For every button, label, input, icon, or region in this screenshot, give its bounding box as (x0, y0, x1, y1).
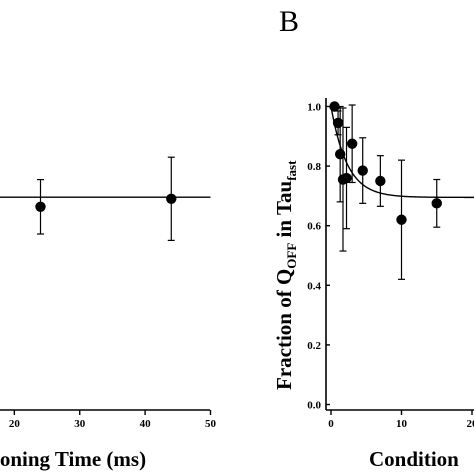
panel-a: 20 30 40 50 ioning Time (ms) (0, 156, 217, 471)
panel-b-data-point (334, 148, 346, 160)
panel-b-ticks: 0.0 0.2 0.4 0.6 0.8 1.0 0 10 20 (307, 102, 474, 431)
panel-b-label: B (279, 5, 299, 38)
panel-b-y-tick-label: 0.8 (307, 161, 321, 173)
panel-b: B 0.0 0.2 0.4 0.6 0.8 1.0 0 10 20 Fraction of QO… (272, 5, 474, 471)
panel-b-points (329, 101, 442, 280)
panel-b-y-tick-label: 0.4 (307, 280, 321, 292)
panel-a-data-point (166, 193, 177, 204)
panel-b-data-point (375, 175, 386, 187)
panel-b-data-point (396, 214, 407, 225)
panel-a-points (35, 156, 177, 241)
panel-b-x-tick-label: 20 (467, 418, 474, 430)
ylabel-sub-off: OFF (284, 243, 299, 269)
panel-a-x-tick-label: 20 (9, 418, 21, 430)
panel-b-data-point (431, 198, 442, 209)
panel-b-fit-group (330, 106, 474, 199)
panel-b-y-axis-title: Fraction of QOFF in Taufast (272, 160, 299, 390)
ylabel-part-b: in Tau (272, 180, 296, 242)
panel-b-data-point (329, 101, 340, 112)
ylabel-part-a: Fraction of Q (272, 269, 296, 390)
panel-a-x-axis-title: ioning Time (ms) (0, 447, 146, 471)
panel-b-data-point (341, 172, 352, 184)
panel-a-data-point (35, 201, 46, 212)
panel-a-x-tick-label: 50 (205, 418, 217, 430)
panel-b-data-point (346, 138, 358, 149)
panel-a-x-ticks: 20 30 40 50 (9, 410, 217, 430)
panel-a-x-tick-label: 30 (74, 418, 86, 430)
panel-b-data-point (332, 117, 344, 129)
panel-b-y-tick-label: 0.2 (307, 340, 321, 352)
panel-b-y-tick-label: 0.6 (307, 221, 321, 233)
ylabel-sub-fast: fast (284, 160, 299, 181)
panel-b-x-tick-label: 10 (396, 418, 408, 430)
panel-b-x-tick-label: 0 (328, 418, 334, 430)
panel-b-y-tick-label: 0.0 (307, 400, 321, 412)
panel-b-fit-curve (330, 106, 474, 199)
panel-b-data-point (357, 165, 368, 176)
panel-b-y-tick-label: 1.0 (307, 102, 321, 114)
panel-a-x-tick-label: 40 (140, 418, 152, 430)
panel-b-x-axis-title: Condition (369, 447, 459, 471)
